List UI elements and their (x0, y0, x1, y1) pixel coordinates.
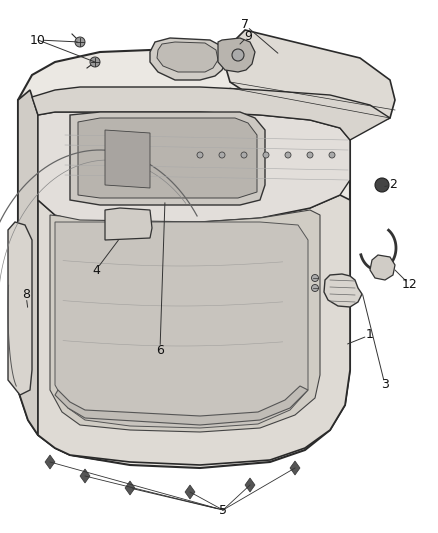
Polygon shape (105, 208, 152, 240)
Polygon shape (185, 485, 195, 499)
Text: 3: 3 (381, 378, 389, 392)
Circle shape (285, 152, 291, 158)
Circle shape (375, 178, 389, 192)
Polygon shape (218, 38, 255, 72)
Text: 8: 8 (22, 288, 30, 302)
Polygon shape (55, 386, 308, 425)
Text: 10: 10 (30, 34, 46, 46)
Circle shape (263, 152, 269, 158)
Text: 2: 2 (389, 179, 397, 191)
Polygon shape (18, 48, 350, 468)
Text: 5: 5 (219, 504, 227, 516)
Polygon shape (370, 255, 395, 280)
Circle shape (232, 49, 244, 61)
Polygon shape (125, 481, 135, 495)
Polygon shape (45, 455, 55, 469)
Polygon shape (18, 90, 38, 435)
Circle shape (311, 274, 318, 281)
Polygon shape (38, 422, 100, 460)
Polygon shape (38, 112, 350, 222)
Circle shape (241, 152, 247, 158)
Polygon shape (55, 222, 308, 428)
Polygon shape (38, 195, 350, 465)
Circle shape (197, 152, 203, 158)
Polygon shape (80, 469, 90, 483)
Circle shape (311, 285, 318, 292)
Polygon shape (157, 42, 218, 72)
Polygon shape (225, 30, 395, 125)
Polygon shape (8, 222, 32, 395)
Polygon shape (70, 112, 265, 205)
Polygon shape (78, 118, 257, 198)
Polygon shape (50, 210, 320, 432)
Text: 4: 4 (92, 263, 100, 277)
Text: 6: 6 (156, 343, 164, 357)
Polygon shape (290, 461, 300, 475)
Text: 9: 9 (244, 29, 252, 43)
Polygon shape (32, 87, 390, 140)
Circle shape (90, 57, 100, 67)
Text: 1: 1 (366, 328, 374, 342)
Polygon shape (150, 38, 228, 80)
Circle shape (329, 152, 335, 158)
Circle shape (219, 152, 225, 158)
Polygon shape (105, 130, 150, 188)
Circle shape (75, 37, 85, 47)
Circle shape (307, 152, 313, 158)
Polygon shape (245, 478, 255, 492)
Text: 12: 12 (402, 279, 418, 292)
Polygon shape (324, 274, 362, 307)
Text: 7: 7 (241, 19, 249, 31)
